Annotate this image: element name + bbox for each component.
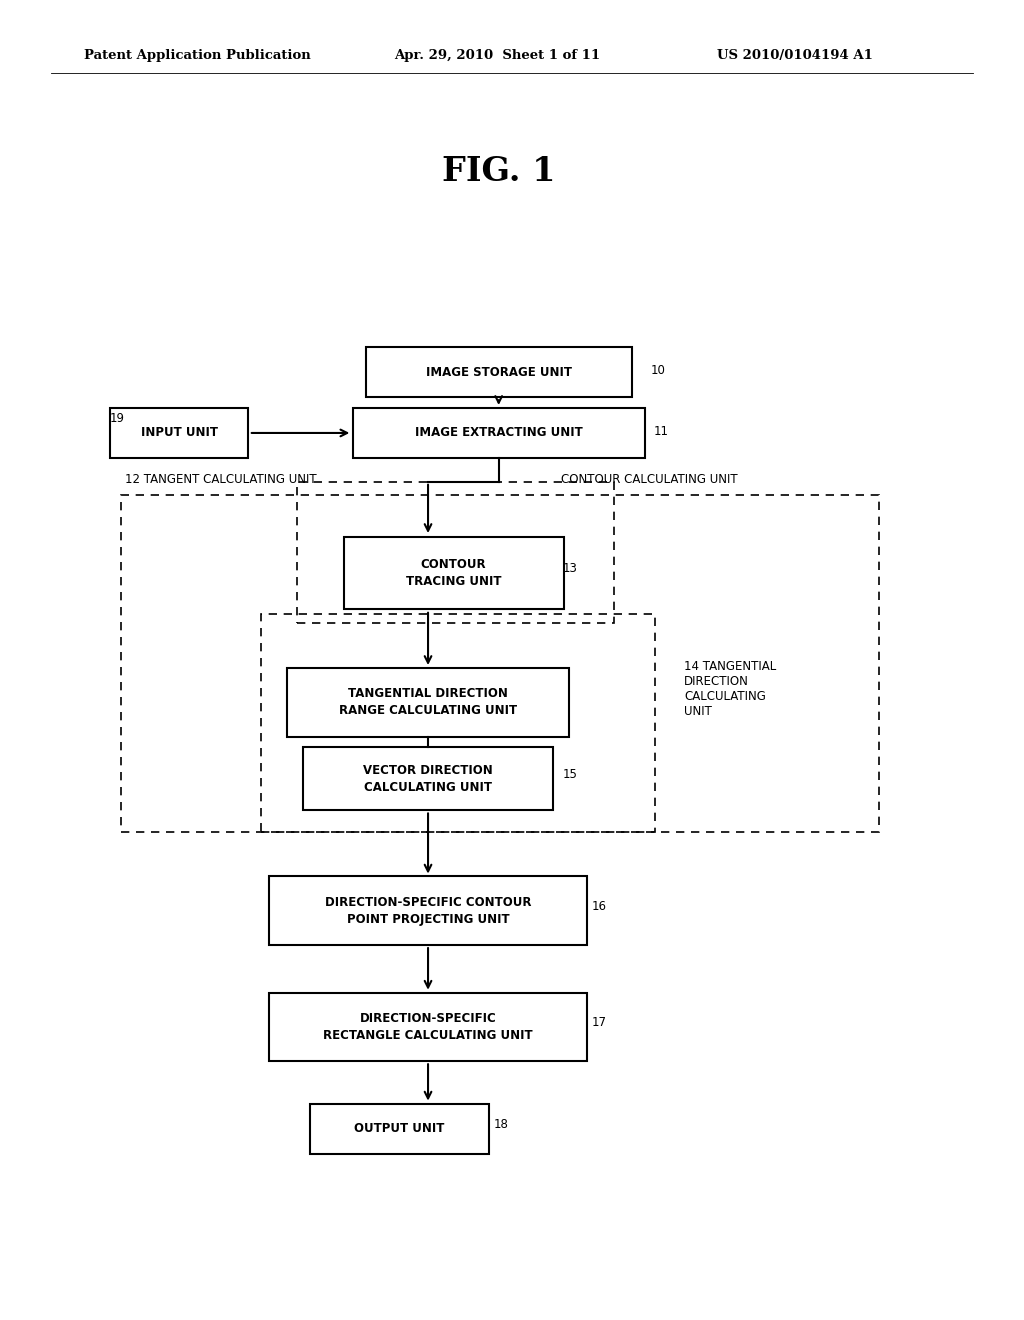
FancyBboxPatch shape (344, 536, 563, 610)
Text: 11: 11 (653, 425, 669, 438)
Text: 12 TANGENT CALCULATING UNIT: 12 TANGENT CALCULATING UNIT (125, 473, 316, 486)
Text: CONTOUR CALCULATING UNIT: CONTOUR CALCULATING UNIT (561, 473, 737, 486)
Text: IMAGE STORAGE UNIT: IMAGE STORAGE UNIT (426, 366, 571, 379)
Text: 13: 13 (562, 562, 578, 576)
Text: 16: 16 (592, 900, 607, 913)
FancyBboxPatch shape (110, 408, 248, 458)
Text: 10: 10 (650, 364, 666, 378)
Text: INPUT UNIT: INPUT UNIT (140, 426, 218, 440)
FancyBboxPatch shape (303, 747, 553, 810)
FancyBboxPatch shape (352, 408, 645, 458)
Text: Patent Application Publication: Patent Application Publication (84, 49, 310, 62)
FancyBboxPatch shape (269, 993, 587, 1061)
Text: TANGENTIAL DIRECTION
RANGE CALCULATING UNIT: TANGENTIAL DIRECTION RANGE CALCULATING U… (339, 688, 517, 717)
FancyBboxPatch shape (309, 1104, 489, 1154)
Text: DIRECTION-SPECIFIC
RECTANGLE CALCULATING UNIT: DIRECTION-SPECIFIC RECTANGLE CALCULATING… (324, 1012, 532, 1041)
FancyBboxPatch shape (287, 668, 569, 737)
FancyBboxPatch shape (366, 347, 632, 397)
Text: 18: 18 (494, 1118, 509, 1131)
Text: IMAGE EXTRACTING UNIT: IMAGE EXTRACTING UNIT (415, 426, 583, 440)
Text: DIRECTION-SPECIFIC CONTOUR
POINT PROJECTING UNIT: DIRECTION-SPECIFIC CONTOUR POINT PROJECT… (325, 896, 531, 925)
Text: Apr. 29, 2010  Sheet 1 of 11: Apr. 29, 2010 Sheet 1 of 11 (394, 49, 600, 62)
Text: CONTOUR
TRACING UNIT: CONTOUR TRACING UNIT (406, 558, 502, 587)
FancyBboxPatch shape (269, 876, 587, 945)
Text: VECTOR DIRECTION
CALCULATING UNIT: VECTOR DIRECTION CALCULATING UNIT (364, 764, 493, 793)
Text: 19: 19 (110, 412, 125, 425)
Text: 17: 17 (592, 1016, 607, 1030)
Text: FIG. 1: FIG. 1 (442, 154, 555, 187)
Text: 14 TANGENTIAL
DIRECTION
CALCULATING
UNIT: 14 TANGENTIAL DIRECTION CALCULATING UNIT (684, 660, 776, 718)
Text: US 2010/0104194 A1: US 2010/0104194 A1 (717, 49, 872, 62)
Text: OUTPUT UNIT: OUTPUT UNIT (354, 1122, 444, 1135)
Text: 15: 15 (562, 768, 578, 781)
